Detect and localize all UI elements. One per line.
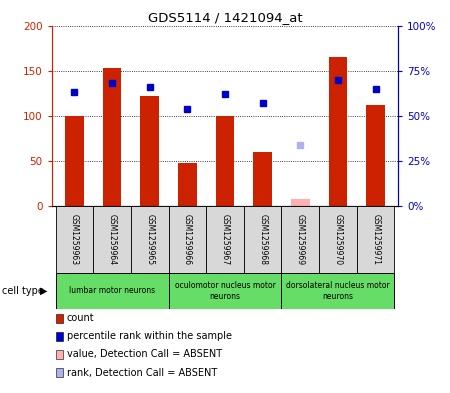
Bar	[328, 57, 347, 206]
FancyBboxPatch shape	[206, 206, 244, 273]
Text: lumbar motor neurons: lumbar motor neurons	[69, 286, 155, 295]
Bar	[178, 163, 197, 206]
Text: GSM1259966: GSM1259966	[183, 214, 192, 265]
Text: ▶: ▶	[40, 286, 47, 296]
Text: GSM1259968: GSM1259968	[258, 214, 267, 265]
FancyBboxPatch shape	[93, 206, 131, 273]
FancyBboxPatch shape	[55, 273, 168, 309]
Text: count: count	[67, 313, 94, 323]
FancyBboxPatch shape	[55, 206, 93, 273]
Bar	[291, 199, 310, 206]
Text: cell type: cell type	[2, 286, 44, 296]
FancyBboxPatch shape	[282, 206, 319, 273]
FancyBboxPatch shape	[319, 206, 357, 273]
Bar	[103, 68, 122, 206]
Text: GSM1259967: GSM1259967	[220, 214, 230, 265]
Text: percentile rank within the sample: percentile rank within the sample	[67, 331, 232, 342]
Text: GSM1259963: GSM1259963	[70, 214, 79, 265]
Text: dorsolateral nucleus motor
neurons: dorsolateral nucleus motor neurons	[286, 281, 390, 301]
Text: oculomotor nucleus motor
neurons: oculomotor nucleus motor neurons	[175, 281, 275, 301]
Bar	[65, 116, 84, 206]
Text: GSM1259964: GSM1259964	[108, 214, 117, 265]
FancyBboxPatch shape	[168, 273, 282, 309]
Bar	[216, 116, 234, 206]
FancyBboxPatch shape	[131, 206, 168, 273]
Text: GSM1259971: GSM1259971	[371, 214, 380, 265]
Text: GSM1259969: GSM1259969	[296, 214, 305, 265]
Bar	[140, 96, 159, 206]
Text: rank, Detection Call = ABSENT: rank, Detection Call = ABSENT	[67, 367, 217, 378]
FancyBboxPatch shape	[357, 206, 395, 273]
FancyBboxPatch shape	[168, 206, 206, 273]
Bar	[253, 152, 272, 206]
Title: GDS5114 / 1421094_at: GDS5114 / 1421094_at	[148, 11, 302, 24]
Text: GSM1259965: GSM1259965	[145, 214, 154, 265]
Text: GSM1259970: GSM1259970	[333, 214, 342, 265]
Text: value, Detection Call = ABSENT: value, Detection Call = ABSENT	[67, 349, 222, 360]
FancyBboxPatch shape	[244, 206, 282, 273]
FancyBboxPatch shape	[282, 273, 395, 309]
Bar	[366, 105, 385, 206]
